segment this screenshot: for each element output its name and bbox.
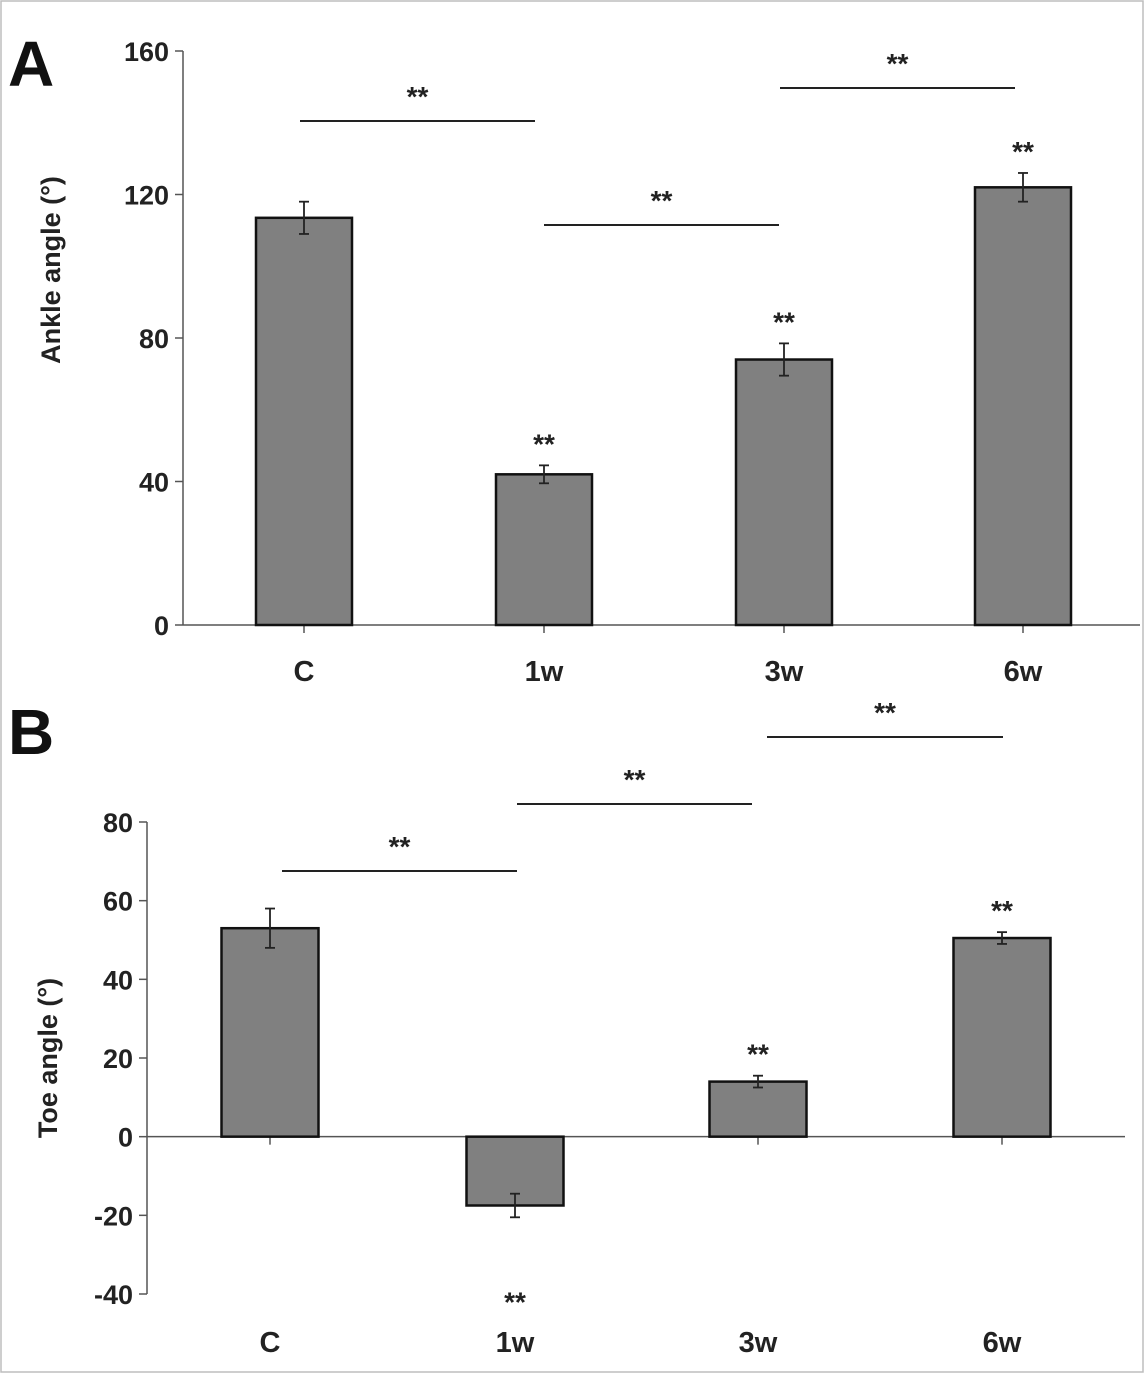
panel-b-significance-mark: ** bbox=[747, 1039, 769, 1070]
panel-a-y-axis-label: Ankle angle (°) bbox=[36, 176, 66, 364]
panel-b-y-tick-label: -40 bbox=[94, 1280, 133, 1310]
panel-a-bar-6w bbox=[973, 186, 1073, 627]
panel-a-y-tick-label: 120 bbox=[124, 181, 169, 211]
panel-a-y-tick-label: 0 bbox=[154, 611, 169, 641]
panel-a-bar-c bbox=[254, 216, 354, 627]
panel-b-y-tick-label: 0 bbox=[118, 1123, 133, 1153]
panel-a-category-label: 1w bbox=[525, 656, 564, 688]
panel-a-y-tick-label: 80 bbox=[139, 324, 169, 354]
panel-a-y-tick-label: 40 bbox=[139, 468, 169, 498]
panel-b-comparison-mark: ** bbox=[624, 764, 646, 795]
panel-b-category-label: C bbox=[260, 1327, 281, 1359]
panel-a-bar-1w bbox=[494, 473, 594, 627]
panel-b-y-tick-label: 80 bbox=[103, 808, 133, 838]
panel-a-significance-mark: ** bbox=[1012, 136, 1034, 167]
panel-b-label: B bbox=[8, 696, 54, 768]
panel-a-category-label: 6w bbox=[1004, 656, 1043, 688]
panel-b-comparison-mark: ** bbox=[389, 831, 411, 862]
panel-b-y-tick-label: -20 bbox=[94, 1201, 133, 1231]
panel-b-bar-c bbox=[220, 926, 320, 1138]
panel-b-significance-mark: ** bbox=[504, 1286, 526, 1317]
panel-b-category-label: 3w bbox=[739, 1327, 778, 1359]
panel-b-comparison-mark: ** bbox=[874, 697, 896, 728]
panel-b-category-label: 6w bbox=[983, 1327, 1022, 1359]
panel-b-chart: B Toe angle (°) -40 -20 0 20 40 60 80 C 1w ** 3w ** 6w… bbox=[8, 696, 1125, 1359]
panel-b-significance-mark: ** bbox=[991, 895, 1013, 926]
panel-a-comparison-mark: ** bbox=[407, 81, 429, 112]
panel-b-y-tick-label: 20 bbox=[103, 1044, 133, 1074]
panel-b-category-label: 1w bbox=[496, 1327, 535, 1359]
panel-a-label: A bbox=[8, 28, 54, 100]
panel-a-chart: A Ankle angle (°) 0 40 80 120 160 C 1w ** 3w ** 6w **… bbox=[8, 28, 1140, 688]
panel-a-category-label: 3w bbox=[765, 656, 804, 688]
panel-b-y-axis-label: Toe angle (°) bbox=[33, 978, 63, 1138]
panel-a-comparison-mark: ** bbox=[887, 48, 909, 79]
panel-a-bar-3w bbox=[734, 358, 834, 627]
panel-b-bar-3w bbox=[708, 1080, 808, 1138]
panel-a-category-label: C bbox=[294, 656, 315, 688]
panel-a-significance-mark: ** bbox=[773, 306, 795, 337]
panel-a-significance-mark: ** bbox=[533, 428, 555, 459]
panel-b-y-tick-label: 60 bbox=[103, 887, 133, 917]
panel-a-comparison-mark: ** bbox=[651, 185, 673, 216]
panel-b-y-tick-label: 40 bbox=[103, 965, 133, 995]
panel-b-bar-6w bbox=[952, 936, 1052, 1138]
panel-a-y-tick-label: 160 bbox=[124, 37, 169, 67]
